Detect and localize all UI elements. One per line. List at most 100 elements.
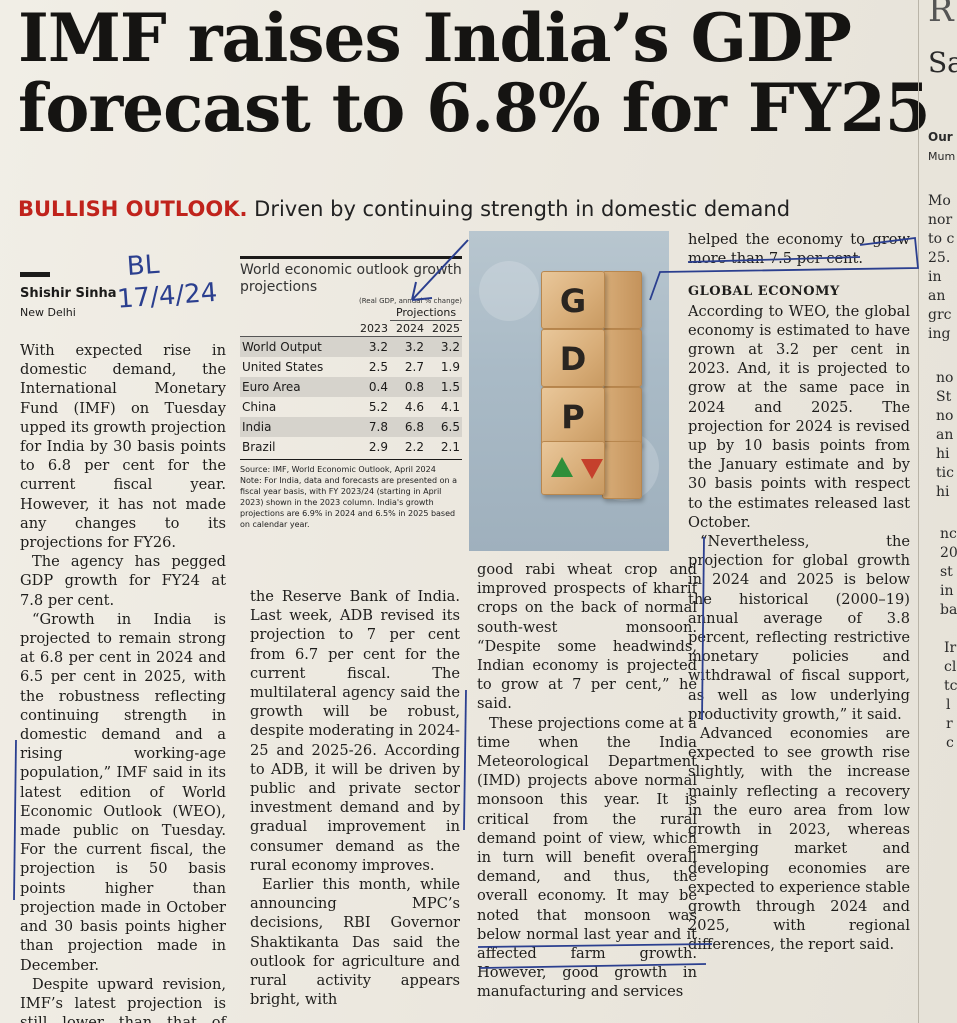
paragraph: Earlier this month, while announcing MPC… [250, 876, 460, 1009]
table-cell-country: World Output [240, 336, 354, 357]
table-units: (Real GDP, annual % change) [359, 297, 462, 305]
headline-line-2: forecast to 6.8% for FY25 [18, 69, 931, 147]
arrow-up-icon [551, 457, 573, 477]
headline-line-1: IMF raises India’s GDP [18, 0, 852, 77]
paragraph: Advanced economies are expected to see g… [688, 725, 910, 954]
table-cell: 4.6 [404, 399, 424, 414]
article-column-2: the Reserve Bank of India. Last week, AD… [250, 587, 460, 1009]
pen-margin-line [463, 689, 467, 831]
table-cell: 3.2 [426, 336, 462, 357]
paragraph: Despite upward revision, IMF’s latest pr… [20, 975, 226, 1023]
handwritten-note-2: 17/4/24 [116, 277, 219, 315]
table-cell-country: Euro Area [240, 376, 354, 397]
edge-fragment: tic [936, 465, 954, 481]
table-cell: 3.2 [390, 336, 426, 357]
edge-fragment: no [936, 408, 954, 424]
table-note: Note: For India, data and forecasts are … [240, 475, 457, 529]
headline: IMF raises India’s GDP forecast to 6.8% … [18, 0, 931, 147]
column-header: 2023 [354, 320, 390, 337]
edge-fragment: l [946, 697, 951, 713]
edge-fragment: c [946, 735, 954, 751]
table-cell: 7.8 [354, 416, 390, 437]
paragraph: The agency has pegged GDP growth for FY2… [20, 553, 226, 609]
section-heading: GLOBAL ECONOMY [688, 284, 840, 300]
table-cell: 2.2 [404, 439, 424, 454]
byline-location: New Delhi [20, 306, 76, 319]
column-header: 2025 [426, 320, 462, 337]
edge-fragment: Mum [928, 150, 956, 163]
edge-fragment: ba [940, 602, 957, 618]
edge-fragment: hi [936, 446, 950, 462]
table-row: World Output 3.2 3.2 3.2 [240, 336, 462, 357]
block-side [602, 441, 642, 499]
table-cell: 6.5 [426, 416, 462, 437]
edge-fragment: r [946, 716, 953, 732]
table-cell: 3.2 [354, 336, 390, 357]
edge-fragment: in [940, 583, 954, 599]
table-row: United States 2.5 2.7 1.9 [240, 357, 462, 377]
paragraph: the Reserve Bank of India. Last week, AD… [250, 588, 460, 874]
table-title: World economic outlook growth projection… [240, 262, 462, 295]
photo-bokeh [479, 261, 539, 321]
paragraph: With expected rise in domestic demand, t… [20, 342, 227, 552]
byline-author: Shishir Sinha [20, 286, 117, 301]
table-cell-country: United States [242, 359, 324, 374]
edge-fragment: Our [928, 130, 953, 144]
table-source: Source: IMF, World Economic Outlook, Apr… [240, 464, 462, 530]
block-letter-d: D [541, 329, 605, 387]
block-letter-g: G [541, 271, 605, 329]
table-cell: 5.2 [368, 399, 388, 414]
table-cell: 4.1 [440, 399, 460, 414]
paragraph: helped the economy to grow more than 7.5… [688, 231, 910, 268]
growth-projections-table: World economic outlook growth projection… [240, 256, 462, 530]
table-cell: 2.7 [404, 359, 424, 374]
article-column-1: With expected rise in domestic demand, t… [20, 341, 226, 1023]
byline-rule [20, 272, 50, 277]
table-row: Brazil 2.9 2.2 2.1 [240, 437, 462, 457]
edge-fragment: St [936, 389, 952, 405]
arrow-down-icon [581, 459, 603, 479]
table-cell: 2.1 [440, 439, 460, 454]
edge-fragment: 20 [940, 545, 957, 561]
edge-fragment: cl [944, 659, 957, 675]
table-cell: 2.5 [368, 359, 388, 374]
table-cell: 0.8 [390, 376, 426, 397]
block-side [602, 329, 642, 387]
edge-fragment: an [936, 427, 954, 443]
table-cell: 2.9 [368, 439, 388, 454]
subheadline: BULLISH OUTLOOK. Driven by continuing st… [18, 196, 898, 222]
edge-fragment: to c [928, 231, 955, 247]
paragraph: good rabi wheat crop and improved prospe… [477, 561, 697, 713]
handwritten-date-note: BL 17/4/24 [108, 244, 232, 316]
subhead-text: Driven by continuing strength in domesti… [247, 197, 791, 221]
table-row: Euro Area 0.4 0.8 1.5 [240, 376, 462, 397]
edge-fragment: hi [936, 484, 950, 500]
edge-fragment: nc [940, 526, 957, 542]
table-cell: 1.5 [426, 376, 462, 397]
paragraph: “Nevertheless, the projection for global… [688, 533, 910, 723]
paragraph: “Growth in India is projected to remain … [20, 610, 226, 974]
column-divider [918, 0, 919, 1023]
table-row: India 7.8 6.8 6.5 [240, 416, 462, 437]
table-top-rule [240, 256, 462, 259]
column-header: 2024 [390, 320, 426, 337]
edge-fragment: tc [944, 678, 957, 694]
edge-fragment: no [936, 370, 954, 386]
edge-fragment: Sa [928, 46, 957, 79]
edge-fragment: Ir [944, 640, 957, 656]
table-cell: 1.9 [440, 359, 460, 374]
block-side [602, 387, 642, 445]
table-row: China 5.2 4.6 4.1 [240, 397, 462, 417]
edge-fragment: st [940, 564, 953, 580]
edge-fragment: grc [928, 307, 952, 323]
table-grid: Projections 2023 2024 2025 World Output … [240, 305, 462, 457]
table-cell-country: India [240, 416, 354, 437]
table-header-row: 2023 2024 2025 [240, 320, 462, 337]
edge-fragment: ing [928, 326, 951, 342]
paragraph: According to WEO, the global economy is … [688, 302, 910, 531]
edge-fragment: an [928, 288, 946, 304]
table-cell: 0.4 [354, 376, 390, 397]
gdp-blocks-photo: G D P [469, 231, 669, 551]
table-source-line: Source: IMF, World Economic Outlook, Apr… [240, 464, 436, 474]
